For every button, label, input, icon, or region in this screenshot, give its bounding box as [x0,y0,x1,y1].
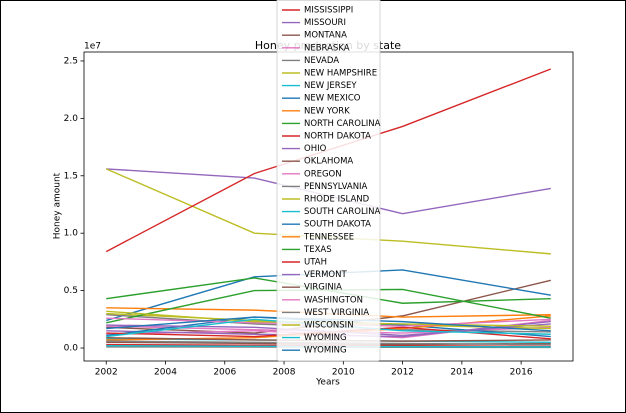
legend-label: NEW YORK [304,106,350,116]
legend-label: TEXAS [303,245,332,255]
legend-label: NEBRASKA [304,43,350,53]
legend-label: SOUTH CAROLINA [304,207,381,217]
legend-label: SOUTH DAKOTA [304,220,371,230]
legend-label: NORTH DAKOTA [304,132,371,142]
legend-label: OREGON [304,169,342,179]
y-tick-label: 0.5 [64,286,78,296]
legend-label: WEST VIRGINIA [304,308,369,318]
legend-label: OKLAHOMA [304,157,353,167]
y-tick-label: 1.5 [64,171,78,181]
legend-label: NEW HAMPSHIRE [304,69,377,79]
legend-label: OHIO [304,144,327,154]
y-tick-label: 2.5 [64,56,78,66]
x-tick-label: 2008 [273,368,296,378]
legend-label: UTAH [304,258,327,268]
x-tick-label: 2010 [332,368,355,378]
legend-label: VIRGINIA [304,283,342,293]
y-offset-label: 1e7 [84,42,101,52]
x-tick-label: 2004 [154,368,177,378]
x-tick-label: 2016 [510,368,533,378]
legend-label: TENNESSEE [303,232,354,242]
legend-label: WYOMING [304,346,347,356]
legend-label: WISCONSIN [304,321,354,331]
legend-label: NORTH CAROLINA [304,119,381,129]
x-tick-label: 2006 [213,368,236,378]
legend-label: MISSISSIPPI [304,6,353,16]
y-tick-label: 0.0 [64,344,79,354]
legend-label: WYOMING [304,333,347,343]
y-tick-label: 2.0 [64,114,79,124]
legend-label: MISSOURI [304,18,346,28]
legend-label: NEW MEXICO [304,94,361,104]
legend-label: NEVADA [304,56,339,66]
x-axis-label: Years [315,378,340,388]
legend-label: PENNSYLVANIA [304,182,368,192]
legend-label: VERMONT [304,270,347,280]
legend-label: WASHINGTON [304,295,363,305]
x-tick-label: 2002 [95,368,118,378]
y-tick-label: 1.0 [64,229,79,239]
legend-label: MONTANA [304,31,347,41]
y-axis-label: Honey amount [53,172,63,239]
legend-label: RHODE ISLAND [304,195,370,205]
x-tick-label: 2012 [391,368,414,378]
legend-box [276,0,381,362]
legend-label: NEW JERSEY [304,81,357,91]
x-tick-label: 2014 [450,368,473,378]
